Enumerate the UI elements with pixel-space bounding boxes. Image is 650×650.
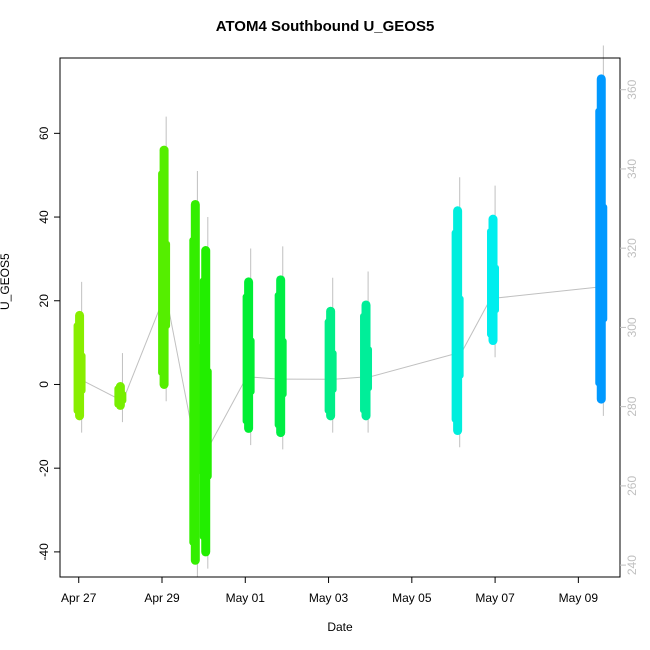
y-tick-label: -20 bbox=[37, 459, 51, 477]
y2-tick-label: 280 bbox=[625, 396, 639, 416]
x-tick-label: Apr 29 bbox=[144, 591, 180, 605]
y2-tick-label: 240 bbox=[625, 555, 639, 575]
y-tick-label: 60 bbox=[37, 126, 51, 140]
x-tick-label: May 09 bbox=[559, 591, 599, 605]
y2-tick-label: 300 bbox=[625, 317, 639, 337]
x-tick-label: May 01 bbox=[226, 591, 266, 605]
y-tick-label: 20 bbox=[37, 294, 51, 308]
y2-tick-label: 260 bbox=[625, 476, 639, 496]
y-tick-label: -40 bbox=[37, 543, 51, 561]
trajectory-line bbox=[208, 376, 247, 447]
trajectory-line bbox=[496, 286, 600, 299]
trajectory-line bbox=[333, 376, 364, 380]
trajectory-line bbox=[460, 297, 492, 354]
y2-tick-label: 360 bbox=[625, 79, 639, 99]
trajectory-line bbox=[251, 376, 279, 380]
chart-title: ATOM4 Southbound U_GEOS5 bbox=[215, 18, 435, 35]
plot-box bbox=[59, 57, 621, 578]
x-tick-label: Apr 27 bbox=[61, 591, 97, 605]
x-axis-label: Date bbox=[327, 620, 353, 634]
trajectory-line bbox=[369, 353, 456, 378]
x-tick-label: May 03 bbox=[309, 591, 349, 605]
trajectory-line bbox=[123, 302, 163, 399]
x-tick-label: May 07 bbox=[475, 591, 515, 605]
y2-tick-label: 320 bbox=[625, 238, 639, 258]
y-tick-label: 40 bbox=[37, 210, 51, 224]
trajectory-line bbox=[82, 380, 119, 400]
y2-tick-label: 340 bbox=[625, 159, 639, 179]
trajectory-line bbox=[166, 302, 194, 436]
y-tick-label: 0 bbox=[37, 381, 51, 388]
x-tick-label: May 05 bbox=[392, 591, 432, 605]
